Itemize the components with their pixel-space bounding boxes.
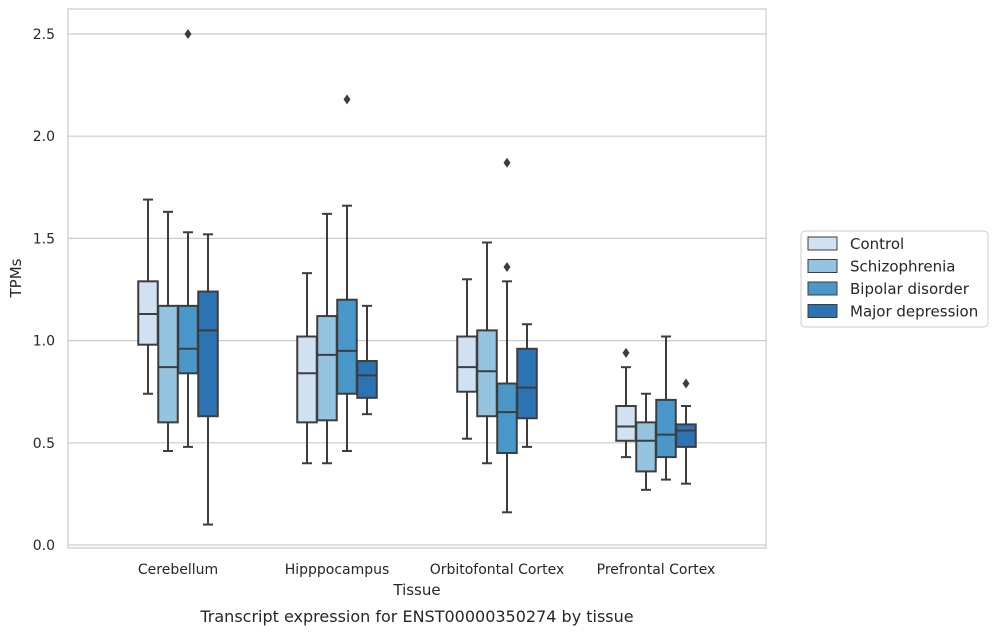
y-tick-label: 0.5 bbox=[33, 436, 55, 452]
chart-caption: Transcript expression for ENST0000035027… bbox=[199, 607, 633, 626]
box-body bbox=[296, 335, 318, 424]
outlier-point bbox=[503, 262, 511, 273]
box-body bbox=[655, 398, 677, 459]
y-tick-label: 1.5 bbox=[33, 231, 55, 247]
box-body bbox=[476, 329, 498, 418]
legend-label: Control bbox=[850, 235, 904, 253]
legend-label: Major depression bbox=[850, 303, 978, 321]
box-body bbox=[316, 315, 338, 422]
outlier-point bbox=[343, 94, 351, 105]
box-body bbox=[157, 304, 179, 424]
box-major-depression bbox=[675, 378, 697, 485]
y-tick-label: 0.0 bbox=[33, 538, 55, 554]
x-tick-label: Orbitofontal Cortex bbox=[430, 562, 565, 578]
box-body bbox=[496, 382, 518, 455]
legend-swatch bbox=[807, 236, 838, 251]
box-control bbox=[615, 347, 637, 459]
legend-swatch bbox=[807, 281, 838, 296]
y-tick-label: 2.5 bbox=[33, 27, 55, 43]
y-tick-label: 2.0 bbox=[33, 129, 55, 145]
box-body bbox=[177, 304, 199, 375]
box-body bbox=[615, 405, 637, 442]
y-tick-label: 1.0 bbox=[33, 334, 55, 350]
box-bipolar-disorder bbox=[655, 335, 677, 481]
outlier-point bbox=[503, 157, 511, 168]
box-control bbox=[137, 198, 159, 395]
x-tick-label: Hipppocampus bbox=[285, 562, 390, 578]
outlier-point bbox=[184, 29, 192, 39]
box-control bbox=[456, 278, 478, 440]
legend-swatch bbox=[807, 259, 838, 273]
plot-area-frame bbox=[67, 8, 767, 549]
box-control bbox=[296, 272, 318, 465]
grid-lines bbox=[68, 33, 766, 546]
box-body bbox=[456, 335, 478, 393]
box-schizophrenia bbox=[316, 212, 338, 465]
legend-label: Schizophrenia bbox=[850, 258, 955, 276]
box-bipolar-disorder bbox=[496, 157, 518, 514]
y-axis-ticks: 0.0 0.5 1.0 1.5 2.0 2.5 bbox=[33, 27, 55, 554]
x-axis-label: Tissue bbox=[392, 581, 440, 599]
x-tick-label: Prefrontal Cortex bbox=[597, 562, 716, 578]
x-axis-ticks: Cerebellum Hipppocampus Orbitofontal Corte… bbox=[138, 562, 715, 578]
legend-swatch bbox=[807, 304, 838, 318]
box-bipolar-disorder bbox=[336, 94, 358, 452]
y-axis-label: TPMs bbox=[7, 258, 25, 298]
outlier-point bbox=[622, 347, 630, 358]
box-major-depression bbox=[356, 304, 378, 416]
box-body bbox=[635, 421, 657, 473]
box-body bbox=[356, 360, 378, 399]
box-schizophrenia bbox=[476, 241, 498, 465]
box-major-depression bbox=[197, 233, 219, 526]
box-schizophrenia bbox=[157, 210, 179, 452]
box-major-depression bbox=[516, 323, 538, 448]
legend-frame bbox=[800, 230, 989, 328]
box-body bbox=[516, 347, 538, 420]
x-tick-label: Cerebellum bbox=[138, 562, 218, 578]
box-body bbox=[336, 298, 358, 395]
legend: Control Schizophrenia Bipolar disorder Majo… bbox=[800, 230, 989, 328]
outlier-point bbox=[682, 378, 690, 389]
box-schizophrenia bbox=[635, 392, 657, 491]
boxes bbox=[137, 29, 697, 526]
box-body bbox=[675, 423, 697, 448]
box-body bbox=[197, 290, 219, 418]
legend-label: Bipolar disorder bbox=[850, 280, 970, 298]
box-body bbox=[137, 280, 159, 346]
